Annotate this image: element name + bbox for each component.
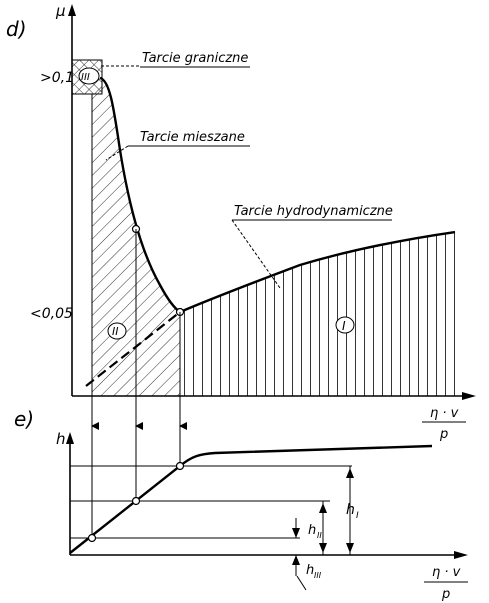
film-thickness-curve [69,444,433,554]
dim-hI-arrow-bottom [346,543,354,553]
x-axis-label-e-num: η · v [432,565,461,580]
mu-axis-label: μ [55,2,66,20]
stribeck-curve [99,76,456,314]
svg-text:II: II [112,325,119,338]
label-mixed-friction: Tarcie mieszane [140,130,245,145]
dim-hIII-arrow-bottom [292,555,300,565]
h-axis-arrow [66,432,74,444]
film-point-1 [87,533,97,543]
dim-hIII-arrow-top [292,528,300,538]
tick-low-label: <0,05 [30,306,73,322]
region-III-marker: III [78,67,100,85]
tick-high-label: >0,1 [40,70,74,86]
region-I-hatch [180,232,455,396]
label-hIII-sub: III [314,571,322,580]
label-hII-sub: II [317,531,322,540]
film-point-3 [175,461,185,471]
x-axis-label-e-den: p [441,587,450,602]
label-hIII: h [306,563,314,578]
label-hydrodynamic-friction: Tarcie hydrodynamiczne [234,204,393,219]
mu-axis-arrow [68,4,76,16]
x-axis-label-d-den: p [439,427,448,442]
panel-d-label: d) [6,17,27,41]
region-I-marker: I [335,316,355,334]
label-hII: h [308,523,316,538]
film-point-2 [131,496,141,506]
label-hI: h [346,502,355,518]
panel-e-label: e) [14,407,34,431]
mixed-leader [105,145,129,161]
dim-hII-arrow-bottom [319,543,327,553]
svg-text:I: I [342,319,346,333]
x-axis-label-d-num: η · v [430,406,459,421]
hydro-leader [231,219,281,289]
label-boundary-friction: Tarcie graniczne [142,51,248,66]
h-axis-label: h [56,430,66,448]
x-axis-d-arrow [462,392,476,400]
svg-text:III: III [81,72,90,83]
hIII-leader [296,575,307,591]
dim-hII-arrow-top [319,503,327,513]
dim-hI-arrow-top [346,468,354,478]
label-hI-sub: I [356,511,359,521]
dashed-extension [85,311,181,387]
x-axis-e-arrow [454,551,468,559]
region-II-marker: II [107,322,127,340]
